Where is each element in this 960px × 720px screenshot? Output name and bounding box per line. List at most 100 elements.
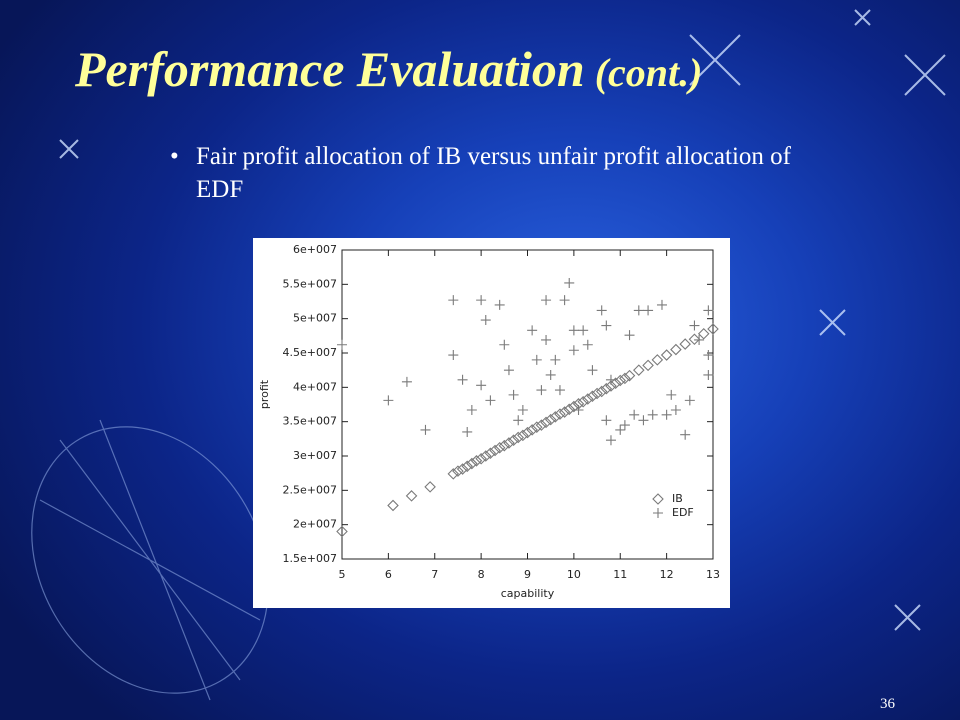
point [577,395,589,408]
title-suffix: (cont.) [594,50,703,95]
y-tick-label: 4e+007 [293,380,337,393]
point [521,426,534,439]
point [513,415,524,426]
point [642,359,654,372]
x-tick-label: 11 [613,568,627,581]
point [661,409,672,420]
point [623,369,636,382]
point [485,395,496,406]
point [643,305,654,316]
point [554,385,565,396]
y-tick-label: 4.5e+007 [283,346,337,359]
point [586,390,599,403]
point [493,441,506,454]
y-tick-label: 5.5e+007 [283,277,337,290]
point [601,415,612,426]
legend-marker [652,493,664,505]
point [494,299,505,310]
point [526,424,538,436]
point [595,385,608,398]
point [447,468,460,480]
point [703,350,714,361]
point [656,299,667,310]
point [512,431,525,444]
point [629,409,640,420]
point [448,295,459,306]
point [337,339,347,350]
point [387,499,399,512]
point [670,404,681,415]
point [470,455,483,467]
bullet: • Fair profit allocation of IB versus unf… [170,140,810,206]
point [703,369,714,380]
point [489,444,501,457]
point [614,374,627,387]
point [549,411,562,423]
point [456,463,469,475]
point [660,349,673,361]
point [689,320,700,331]
point [452,465,464,477]
point [461,460,473,473]
point [633,305,644,316]
y-tick-label: 6e+007 [293,243,337,256]
point [573,404,584,415]
slide-title: Performance Evaluation (cont.) [75,40,702,98]
point [540,416,552,429]
chart: 1.5e+007 2e+007 2.5e+007 3e+007 3.5e+007 4e+0… [253,238,730,608]
y-tick-label: 1.5e+007 [283,552,337,565]
point [624,330,635,341]
x-tick-label: 13 [706,568,720,581]
point [424,481,436,493]
point [670,343,682,356]
point [508,389,519,400]
page-number: 36 [880,696,895,712]
y-tick-label: 3e+007 [293,449,337,462]
point [558,406,571,418]
point [666,389,677,400]
point [517,429,529,442]
point [383,395,394,406]
y-tick-label: 2e+007 [293,518,337,531]
point [476,295,487,306]
point [507,434,520,446]
point [684,395,695,406]
point [605,380,617,392]
title-main: Performance Evaluation [75,41,585,97]
point [503,365,514,376]
x-tick-label: 10 [567,568,581,581]
y-tick-label: 2.5e+007 [283,483,337,496]
point [601,320,612,331]
point [462,426,473,437]
point [651,354,664,366]
point [499,339,510,350]
bullet-text: Fair profit allocation of IB versus unfa… [196,143,791,203]
point [457,374,468,385]
point [591,387,603,400]
point [688,333,701,346]
legend-marker [653,508,663,518]
x-tick-label: 8 [478,568,485,581]
point [619,420,630,431]
point [476,380,487,391]
x-axis-label: capability [501,587,555,600]
point [638,415,649,426]
point [503,437,515,449]
x-tick-label: 9 [524,568,531,581]
point [536,385,547,396]
x-tick-label: 7 [431,568,438,581]
x-tick-label: 6 [385,568,392,581]
y-tick-label: 5e+007 [293,312,337,325]
point [600,382,613,395]
y-tick-label: 3.5e+007 [283,415,337,428]
point [550,354,561,365]
point [605,374,616,385]
point [420,424,431,435]
point [582,339,593,350]
point [619,372,631,385]
point [475,452,487,465]
point [647,409,658,420]
point [694,334,705,345]
point [545,369,556,380]
